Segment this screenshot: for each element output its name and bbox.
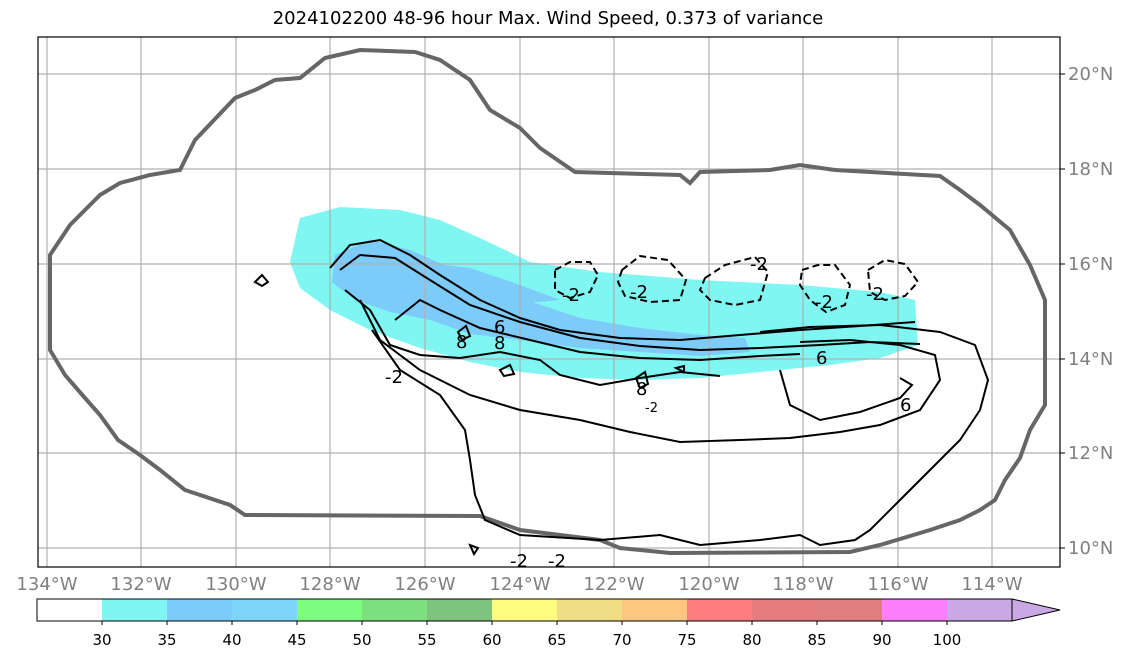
contour-line-4 (359, 299, 942, 444)
lon-tick-label: 130°W (205, 574, 266, 595)
contour-label: 6 (494, 317, 505, 338)
dashed-contours (554, 254, 920, 314)
map-frame (37, 36, 1061, 568)
lon-tick-label: 124°W (489, 574, 550, 595)
lon-tick-label: 122°W (583, 574, 644, 595)
colorbar-tick-label: 90 (872, 631, 891, 649)
contour-label: -2 (510, 551, 528, 572)
colorbar-tick-label: 45 (287, 631, 306, 649)
colorbar-segment (817, 599, 882, 621)
dashed-contour-2 (616, 254, 688, 304)
colorbar-labels: 30 35 40 45 50 55 60 65 70 75 80 85 90 1… (92, 631, 961, 649)
graticule (38, 37, 1060, 567)
contour-label: 8 (494, 333, 505, 354)
contour-line-6b (339, 253, 921, 352)
colorbar-tick-label: 85 (807, 631, 826, 649)
contour-label: -2 (548, 551, 566, 572)
colorbar-tick-label: 30 (92, 631, 111, 649)
lat-tick-label: 18°N (1068, 159, 1113, 180)
contour-islet-6 (468, 543, 480, 557)
colorbar-tick-label: 60 (482, 631, 501, 649)
lat-tick-label: 16°N (1068, 254, 1113, 275)
contour-label: -2 (645, 401, 658, 416)
contour-label: 6 (900, 395, 911, 416)
contour-label: -2 (815, 292, 833, 313)
colorbar-segment (37, 599, 102, 621)
contour-line-coast (779, 369, 914, 422)
contour-label: 6 (816, 348, 827, 369)
colorbar-extend-arrow (1011, 598, 1061, 622)
domain-outline (48, 47, 1047, 556)
colorbar-segment (557, 599, 622, 621)
colorbar-segment (687, 599, 752, 621)
wind-shade-30-35 (290, 207, 918, 380)
lon-tick-label: 126°W (394, 574, 455, 595)
colorbar-segment (297, 599, 362, 621)
dashed-contour-5 (866, 258, 920, 302)
colorbar-tick-label: 80 (742, 631, 761, 649)
colorbar (36, 598, 1061, 625)
colorbar-segment (362, 599, 427, 621)
lon-tick-label: 120°W (678, 574, 739, 595)
colorbar-tick-label: 50 (352, 631, 371, 649)
contour-line-2 (371, 323, 990, 547)
lon-tick-label: 114°W (961, 574, 1022, 595)
colorbar-outline (36, 598, 1012, 622)
lon-tick-label: 118°W (772, 574, 833, 595)
dashed-contour-1 (554, 261, 600, 300)
contour-label: 8 (636, 379, 647, 400)
colorbar-segment (882, 599, 947, 621)
lat-tick-label: 12°N (1068, 443, 1113, 464)
colorbar-segment (427, 599, 492, 621)
lon-tick-label: 128°W (299, 574, 360, 595)
contour-islet-3 (498, 363, 516, 378)
lat-tick-label: 14°N (1068, 349, 1113, 370)
colorbar-tick-label: 40 (222, 631, 241, 649)
lon-tick-label: 132°W (110, 574, 171, 595)
dashed-contour-4 (798, 264, 852, 314)
dashed-contour-3 (698, 255, 770, 307)
colorbar-segment (102, 599, 167, 621)
contour-islet-5 (673, 364, 685, 374)
contour-label: -2 (385, 367, 403, 388)
contour-label: -2 (866, 284, 884, 305)
lat-tick-label: 10°N (1068, 538, 1113, 559)
solid-contours (253, 238, 990, 557)
contour-islet-4 (634, 370, 650, 390)
lon-tick-label: 116°W (867, 574, 928, 595)
contour-labels: 6 8 8 6 6 8 -2 -2 -2 -2 -2 -2 -2 -2 -2 (385, 254, 911, 572)
lat-tick-label: 20°N (1068, 64, 1113, 85)
contour-line-6 (329, 238, 916, 342)
contour-label: 8 (456, 332, 467, 353)
colorbar-segment (492, 599, 557, 621)
lat-ticks (1060, 73, 1065, 549)
lat-labels: 20°N 18°N 16°N 14°N 12°N 10°N (1068, 64, 1113, 559)
wind-shade-35-40-b (415, 262, 560, 305)
contour-label: -2 (562, 285, 580, 306)
colorbar-segment (232, 599, 297, 621)
contour-label: -2 (750, 254, 768, 275)
colorbar-segment (947, 599, 1012, 621)
lon-tick-label: 134°W (16, 574, 77, 595)
colorbar-segment (622, 599, 687, 621)
contour-islet-2 (456, 324, 472, 342)
contour-label: -2 (630, 282, 648, 303)
contour-islet-1 (253, 273, 270, 288)
colorbar-tick-label: 35 (157, 631, 176, 649)
colorbar-tick-label: 70 (612, 631, 631, 649)
colorbar-tick-label: 65 (547, 631, 566, 649)
map-title: 2024102200 48-96 hour Max. Wind Speed, 0… (272, 8, 824, 29)
colorbar-segment (752, 599, 817, 621)
colorbar-tick-label: 75 (677, 631, 696, 649)
lon-labels: 134°W 132°W 130°W 128°W 126°W 124°W 122°… (16, 574, 1022, 595)
colorbar-tick-label: 100 (933, 631, 962, 649)
colorbar-tick-label: 55 (417, 631, 436, 649)
colorbar-segment (167, 599, 232, 621)
contour-line-8 (394, 298, 801, 362)
